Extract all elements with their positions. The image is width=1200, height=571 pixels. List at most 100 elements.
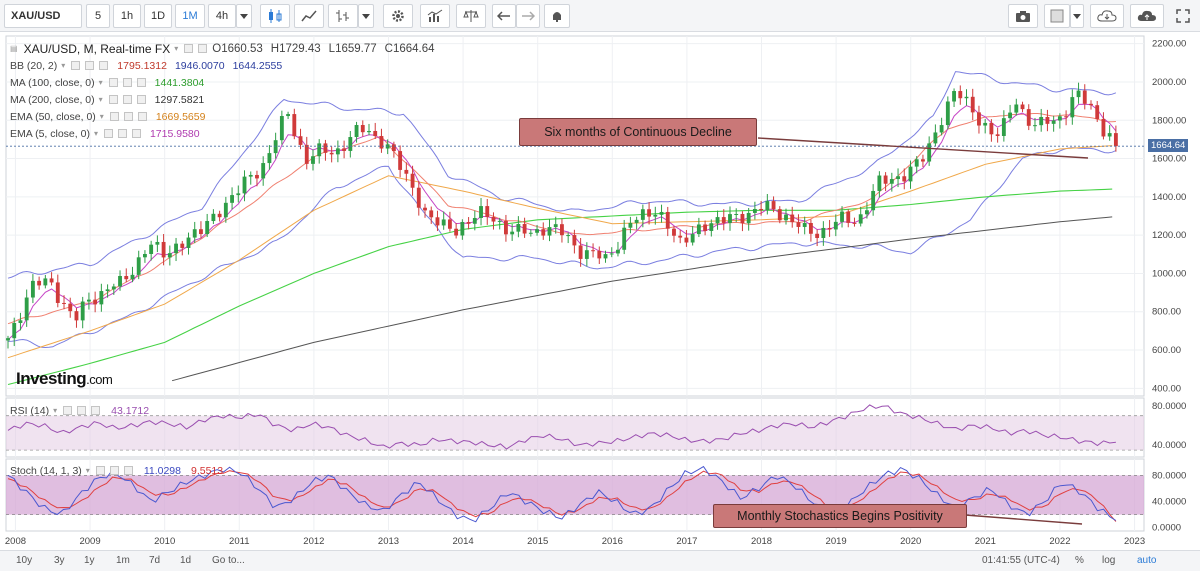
time-tick-label: 2008 xyxy=(5,536,26,547)
price-tick-label: 400.00 xyxy=(1152,383,1181,394)
range-10y[interactable]: 10y xyxy=(16,555,33,566)
candle-body xyxy=(167,253,172,258)
candle-body xyxy=(192,229,197,238)
settings-button[interactable] xyxy=(383,4,413,28)
rsi-legend: RSI (14) ▾ 43.1712 xyxy=(10,404,150,417)
candle-body xyxy=(435,217,440,226)
scales-icon xyxy=(463,10,479,22)
candle-body xyxy=(945,101,950,126)
price-tick-label: 1600.00 xyxy=(1152,154,1186,165)
candle-body xyxy=(497,220,502,222)
compare-button[interactable] xyxy=(456,4,486,28)
candle-body xyxy=(896,176,900,180)
candle-body xyxy=(105,289,110,292)
candles-type-button[interactable] xyxy=(260,4,290,28)
log-toggle[interactable]: log xyxy=(1102,555,1116,566)
candle-body xyxy=(765,201,770,211)
line-type-button[interactable] xyxy=(294,4,324,28)
candle-body xyxy=(908,166,913,182)
candle-body xyxy=(174,243,178,254)
bottom-bar: 10y 3y 1y 1m 7d 1d Go to... 01:41:55 (UT… xyxy=(0,550,1200,571)
rsi-tick-label: 40.0000 xyxy=(1152,440,1186,451)
indicators-icon xyxy=(427,9,443,22)
redo-button[interactable] xyxy=(516,4,540,28)
fullscreen-button[interactable] xyxy=(1170,4,1196,28)
indicator-value: 1795.1312 xyxy=(117,59,167,72)
cloud-download-icon xyxy=(1097,10,1117,22)
candle-body xyxy=(491,217,496,222)
undo-button[interactable] xyxy=(492,4,516,28)
decline-annotation[interactable]: Six months of Continuous Decline xyxy=(519,118,757,146)
alert-button[interactable] xyxy=(544,4,570,28)
range-7d[interactable]: 7d xyxy=(149,555,161,566)
chart-area[interactable]: 400.00 600.00 800.00 1000.00 1200.00 1400.00 1… xyxy=(0,32,1200,550)
candle-body xyxy=(267,153,272,164)
candle-body xyxy=(871,190,876,211)
candle-body xyxy=(416,187,421,208)
indicators-button[interactable] xyxy=(420,4,450,28)
candle-body xyxy=(143,253,147,258)
color-dropdown[interactable] xyxy=(1070,4,1084,28)
interval-1h[interactable]: 1h xyxy=(113,4,141,28)
time-tick-label: 2020 xyxy=(900,536,921,547)
range-1y[interactable]: 1y xyxy=(84,555,95,566)
candle-body xyxy=(1076,90,1081,98)
auto-toggle[interactable]: auto xyxy=(1137,555,1157,566)
range-3y[interactable]: 3y xyxy=(54,555,65,566)
chart-canvas[interactable]: 400.00 600.00 800.00 1000.00 1200.00 1400.00 1… xyxy=(0,32,1200,550)
save-layout-button[interactable] xyxy=(1130,4,1164,28)
bars-type-button[interactable] xyxy=(328,4,358,28)
color-picker-button[interactable] xyxy=(1044,4,1070,28)
indicator-value: 1669.5659 xyxy=(155,110,206,123)
candle-body xyxy=(454,228,459,236)
candle-body xyxy=(286,114,291,117)
candle-body xyxy=(423,207,427,211)
candle-body xyxy=(603,254,608,259)
symbol-selector[interactable]: XAU/USD xyxy=(4,4,82,28)
candle-body xyxy=(696,224,701,235)
interval-4h[interactable]: 4h xyxy=(208,4,236,28)
candle-body xyxy=(721,217,726,223)
interval-1d[interactable]: 1D xyxy=(144,4,172,28)
candle-body xyxy=(653,214,658,217)
load-layout-button[interactable] xyxy=(1090,4,1124,28)
price-tick-label: 2000.00 xyxy=(1152,77,1186,88)
candle-body xyxy=(12,322,17,339)
indicator-row: BB (20, 2) ▾ 1795.1312 1946.0070 1644.2555 xyxy=(10,59,283,72)
candle-body xyxy=(466,221,471,224)
candle-body xyxy=(640,209,645,220)
bell-plus-icon xyxy=(553,12,561,22)
rsi-line xyxy=(7,404,1116,450)
candle-body xyxy=(223,202,228,218)
goto-button[interactable]: Go to... xyxy=(212,555,245,566)
color-swatch-icon xyxy=(1050,9,1064,23)
price-tick-label: 1200.00 xyxy=(1152,230,1186,241)
percent-toggle[interactable]: % xyxy=(1075,555,1084,566)
interval-1m[interactable]: 1M xyxy=(175,4,205,28)
time-tick-label: 2011 xyxy=(229,536,249,547)
candle-body xyxy=(958,91,963,99)
candle-body xyxy=(30,280,35,298)
screenshot-button[interactable] xyxy=(1008,4,1038,28)
candle-body xyxy=(1107,133,1112,137)
candle-body xyxy=(977,112,981,126)
candle-body xyxy=(93,299,98,305)
candle-body xyxy=(902,176,907,182)
candle-body xyxy=(1026,109,1031,126)
time-tick-label: 2010 xyxy=(154,536,175,547)
candle-body xyxy=(55,282,60,303)
candle-body xyxy=(939,125,944,133)
candle-body xyxy=(68,303,73,312)
chart-type-dropdown[interactable] xyxy=(358,4,374,28)
stoch-tick-label: 0.0000 xyxy=(1152,523,1181,534)
range-1d[interactable]: 1d xyxy=(180,555,192,566)
cloud-upload-icon xyxy=(1137,10,1156,21)
rsi-label: RSI (14) xyxy=(10,404,50,417)
interval-5[interactable]: 5 xyxy=(86,4,110,28)
candle-body xyxy=(864,210,869,215)
candle-body xyxy=(921,159,925,162)
price-tick-label: 1000.00 xyxy=(1152,268,1186,279)
stoch-annotation[interactable]: Monthly Stochastics Begins Positivity xyxy=(713,504,967,528)
interval-dropdown[interactable] xyxy=(236,4,252,28)
range-1m[interactable]: 1m xyxy=(116,555,130,566)
